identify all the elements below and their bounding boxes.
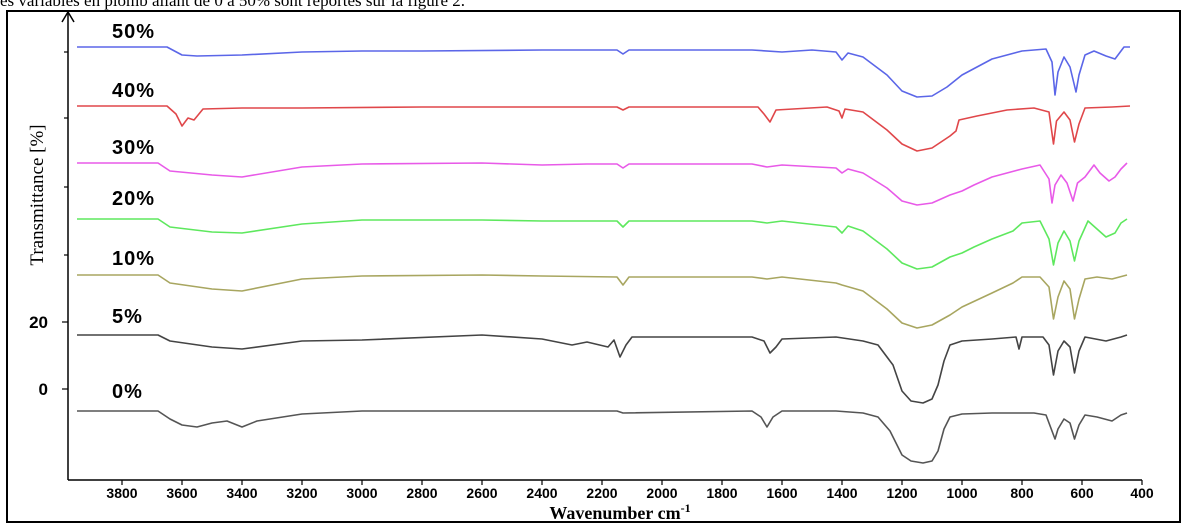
x-tick-label: 1400 xyxy=(826,485,857,501)
x-axis-title: Wavenumber cm-1 xyxy=(549,501,690,523)
series-line-50pct xyxy=(77,46,1130,98)
series-label-10pct: 10% xyxy=(112,248,155,270)
series-line-20pct xyxy=(77,218,1128,270)
x-tick-label: 3600 xyxy=(166,485,197,501)
series-line-30pct xyxy=(77,162,1128,206)
x-tick-label: 600 xyxy=(1070,485,1094,501)
x-tick-label: 800 xyxy=(1010,485,1034,501)
x-tick-label: 2600 xyxy=(466,485,497,501)
series-line-10pct xyxy=(77,274,1128,329)
x-tick-label: 3000 xyxy=(346,485,377,501)
series-label-30pct: 30% xyxy=(112,137,155,159)
x-tick-label: 1800 xyxy=(706,485,737,501)
y-axis-ticks: 20 0 xyxy=(29,51,68,399)
series-label-0pct: 0% xyxy=(112,381,143,403)
series-label-5pct: 5% xyxy=(112,306,143,328)
series-label-40pct: 40% xyxy=(112,80,155,102)
series-line-5pct xyxy=(77,334,1128,404)
x-tick-label: 2800 xyxy=(406,485,437,501)
x-tick-label: 2400 xyxy=(526,485,557,501)
series-label-20pct: 20% xyxy=(112,188,155,210)
y-tick-label: 0 xyxy=(39,380,48,399)
x-tick-label: 3800 xyxy=(106,485,137,501)
series-labels: 50% 40% 30% 20% 10% 5% 0% xyxy=(112,21,155,403)
y-axis-title: Transmittance [%] xyxy=(27,124,48,265)
figure-caption-text: es variables en plomb allant de 0 à 50% … xyxy=(0,0,466,10)
figure-frame xyxy=(6,10,1181,523)
x-tick-label: 400 xyxy=(1130,485,1154,501)
series-line-0pct xyxy=(77,410,1128,464)
chart-axes xyxy=(61,10,1142,481)
series-line-40pct xyxy=(77,105,1131,152)
y-axis-arrow xyxy=(61,10,75,23)
x-axis-ticks: 3800 3600 3400 3200 3000 2800 2600 2400 2200 2000… xyxy=(106,480,1154,501)
y-tick-label: 20 xyxy=(29,313,48,332)
series-label-50pct: 50% xyxy=(112,21,155,43)
x-tick-label: 3200 xyxy=(286,485,317,501)
x-tick-label: 2000 xyxy=(646,485,677,501)
x-tick-label: 1200 xyxy=(886,485,917,501)
x-tick-label: 1600 xyxy=(766,485,797,501)
x-tick-label: 1000 xyxy=(946,485,977,501)
x-tick-label: 2200 xyxy=(586,485,617,501)
x-axis-title-superscript: -1 xyxy=(681,501,691,515)
x-axis-title-text: Wavenumber cm xyxy=(549,503,680,523)
x-tick-label: 3400 xyxy=(226,485,257,501)
spectra-series xyxy=(77,46,1131,464)
